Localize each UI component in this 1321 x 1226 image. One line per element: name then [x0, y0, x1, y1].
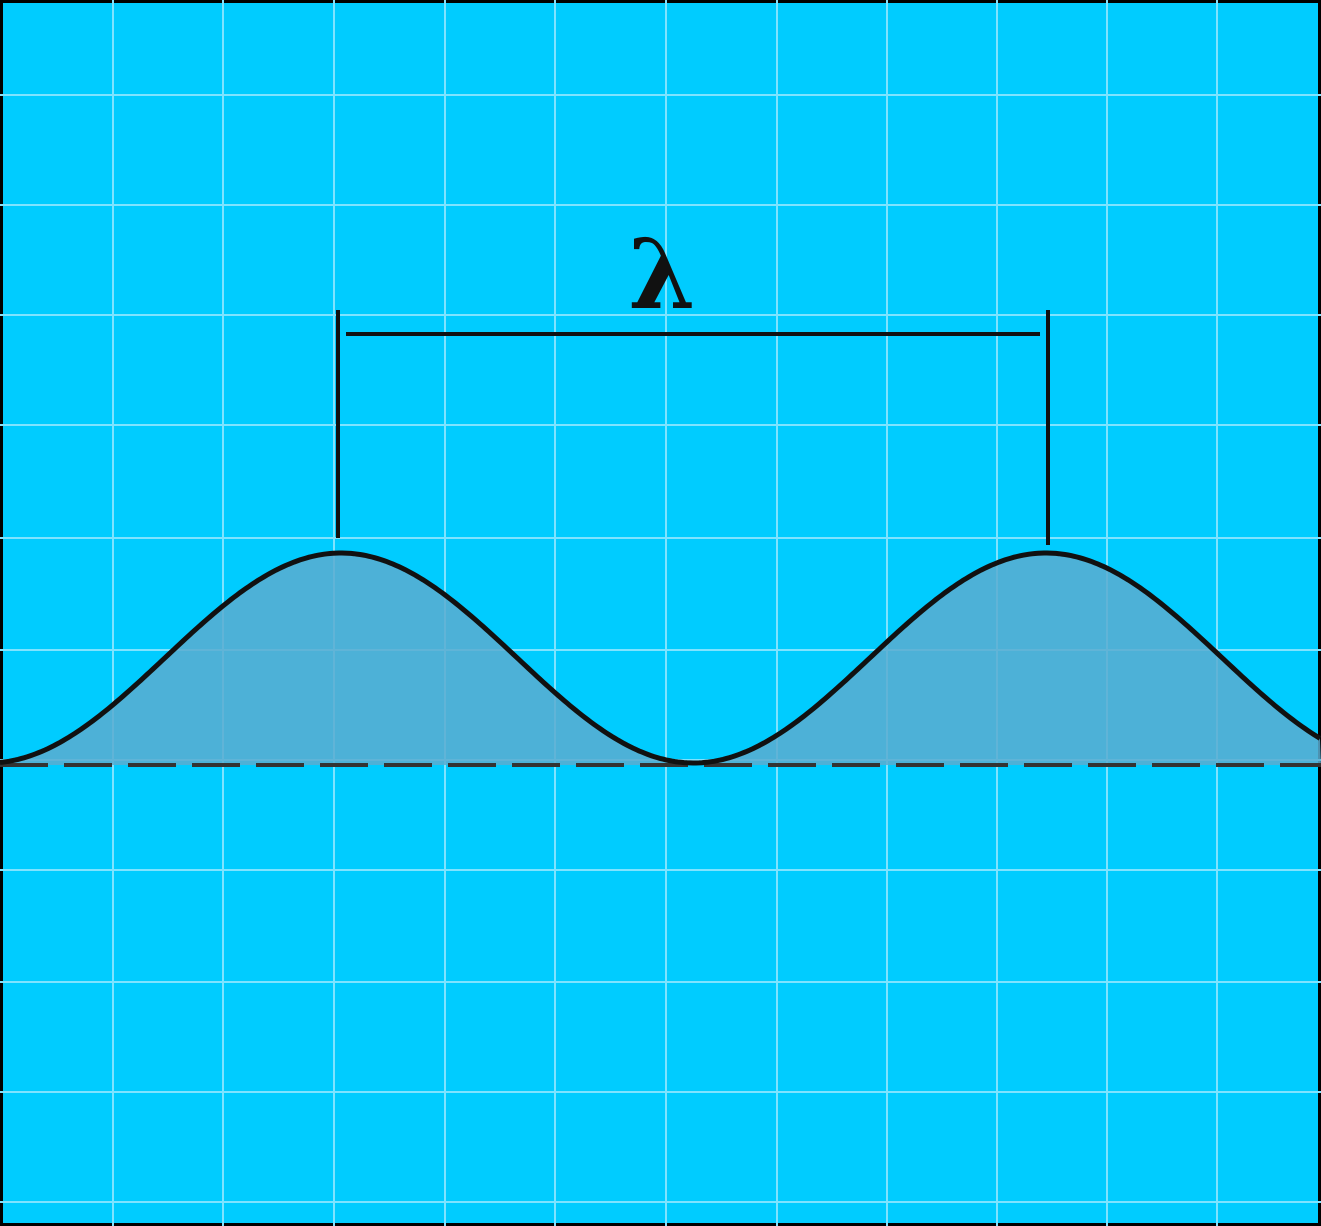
wave-fill-area: [0, 553, 1321, 765]
wavelength-bracket-icon: [336, 310, 1050, 545]
wavelength-label: λ: [628, 218, 695, 331]
wave-curve-icon: [0, 550, 1321, 766]
